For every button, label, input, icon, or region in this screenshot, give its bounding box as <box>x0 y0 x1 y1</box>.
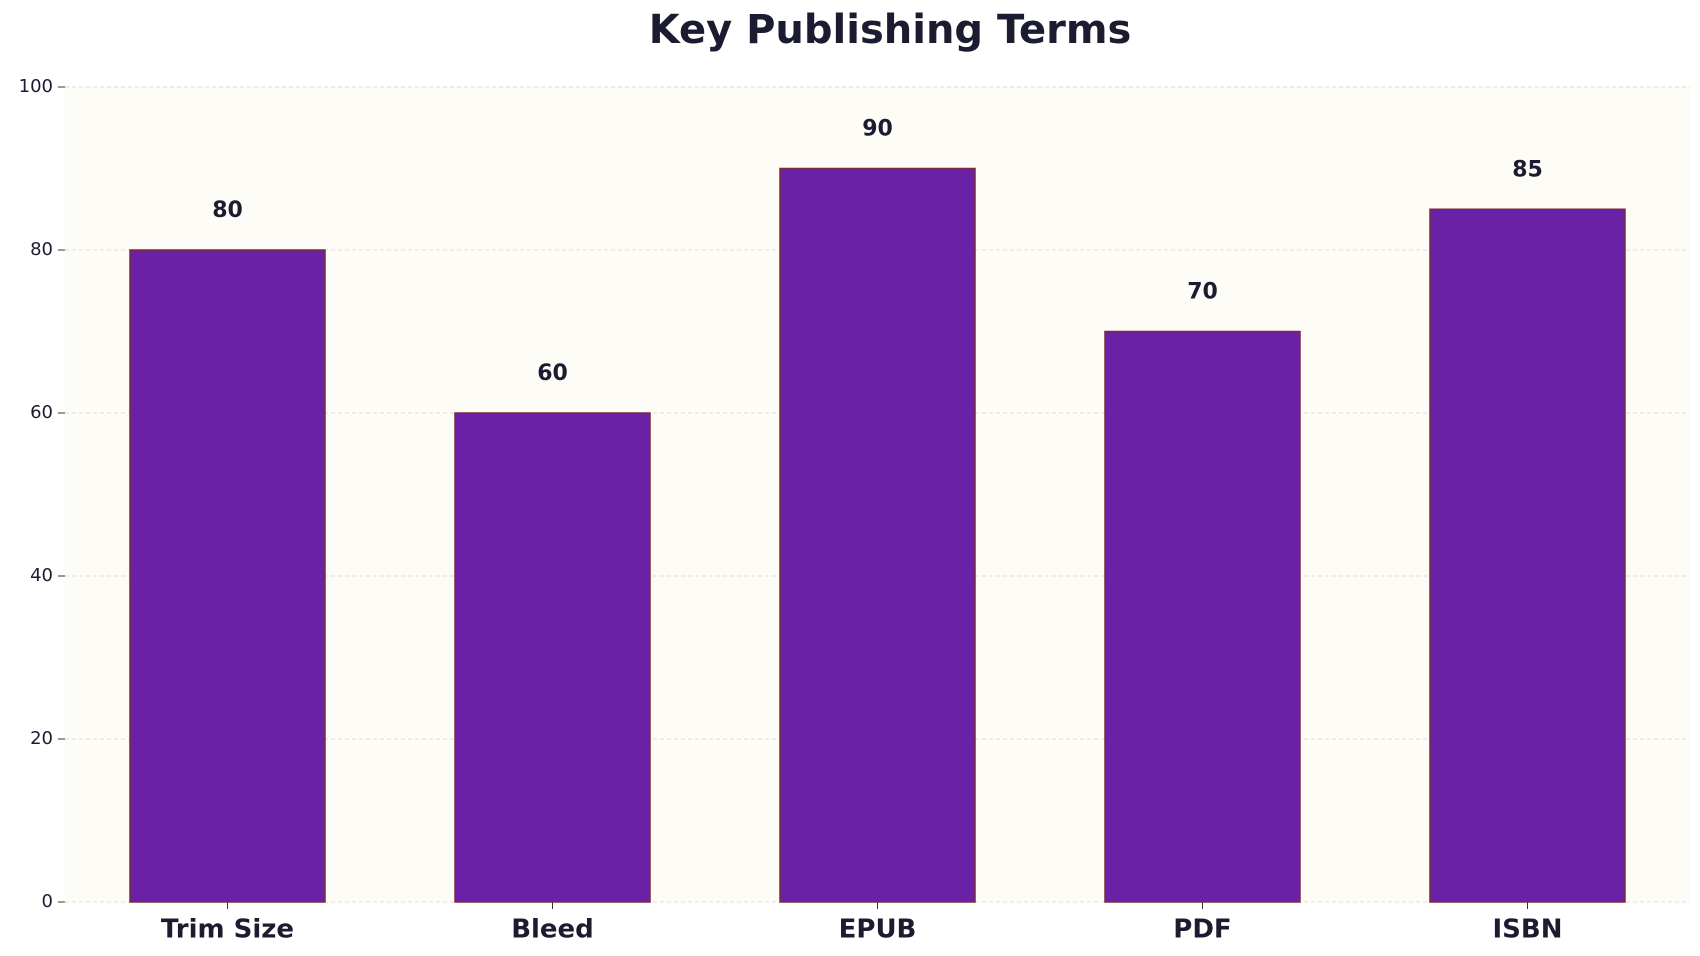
value-label: 90 <box>862 117 893 142</box>
y-tick-label: 80 <box>30 239 53 260</box>
value-label: 80 <box>212 198 243 223</box>
y-tick-label: 100 <box>19 76 53 97</box>
x-tick-label: PDF <box>1173 915 1231 945</box>
y-tick-label: 40 <box>30 565 53 586</box>
bar <box>1104 330 1301 903</box>
bar <box>1429 208 1626 903</box>
bar <box>454 412 651 903</box>
value-label: 60 <box>537 361 568 386</box>
value-label: 70 <box>1187 280 1218 305</box>
y-tick-label: 0 <box>42 891 53 912</box>
bar <box>779 167 976 903</box>
x-tick-label: Trim Size <box>161 915 294 945</box>
chart-title: Key Publishing Terms <box>649 7 1132 53</box>
value-label: 85 <box>1512 157 1543 182</box>
x-tick-label: EPUB <box>839 915 917 945</box>
x-tick-label: Bleed <box>511 915 594 945</box>
y-tick-label: 60 <box>30 402 53 423</box>
y-tick-label: 20 <box>30 728 53 749</box>
x-tick-label: ISBN <box>1493 915 1563 945</box>
bar <box>129 249 326 903</box>
